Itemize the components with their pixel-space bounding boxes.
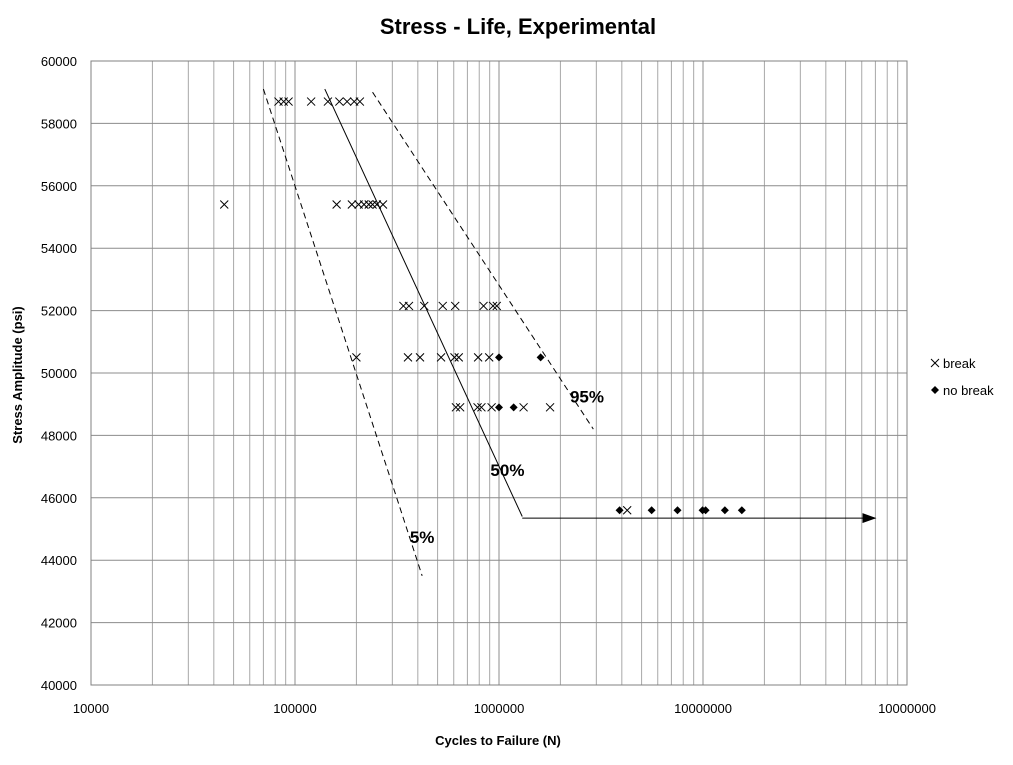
point-break-x-icon <box>352 353 361 362</box>
point-break-x-icon <box>519 402 528 412</box>
x-tick-label: 10000000 <box>878 701 936 716</box>
point-break-x-icon <box>219 200 229 209</box>
point-break-x-icon <box>488 301 498 311</box>
y-tick-label: 58000 <box>41 116 77 131</box>
point-break-x-icon <box>332 200 341 209</box>
point-break-x-icon <box>368 200 377 209</box>
point-no-break-diamond-icon <box>720 506 729 515</box>
legend-marker-x-icon <box>930 358 940 368</box>
legend-label-break: break <box>943 356 976 371</box>
point-break-x-icon <box>284 97 293 106</box>
point-break-x-icon <box>364 200 374 209</box>
legend-item-break: break <box>930 356 976 371</box>
grid-lines <box>90 60 907 686</box>
data-points <box>219 97 746 515</box>
y-tick-label: 54000 <box>41 241 77 256</box>
y-tick-label: 60000 <box>41 54 77 69</box>
point-break-x-icon <box>487 402 496 412</box>
point-break-x-icon <box>451 402 461 412</box>
point-break-x-icon <box>455 402 465 412</box>
point-break-x-icon <box>419 301 429 311</box>
x-axis-label: Cycles to Failure (N) <box>435 733 561 748</box>
point-break-x-icon <box>403 353 413 362</box>
line-5 <box>262 88 423 576</box>
point-no-break-diamond-icon <box>673 506 682 515</box>
point-break-x-icon <box>347 200 357 209</box>
point-break-x-icon <box>479 301 488 311</box>
y-axis-label: Stress Amplitude (psi) <box>10 306 25 443</box>
x-tick-label: 10000 <box>73 701 109 716</box>
point-no-break-diamond-icon <box>495 353 503 362</box>
fit-lines <box>262 88 877 576</box>
point-break-x-icon <box>372 200 382 209</box>
point-break-x-icon <box>622 505 632 515</box>
legend: break no break <box>930 356 994 398</box>
point-break-x-icon <box>335 97 344 106</box>
point-no-break-diamond-icon <box>509 403 518 412</box>
point-break-x-icon <box>342 97 352 106</box>
annotation-label: 50% <box>490 461 524 480</box>
y-tick-label: 40000 <box>41 678 77 693</box>
legend-item-no-break: no break <box>931 383 994 398</box>
point-no-break-diamond-icon <box>536 353 545 362</box>
plot-area-border <box>90 60 908 686</box>
legend-label-no-break: no break <box>943 383 994 398</box>
point-break-x-icon <box>477 402 486 412</box>
point-break-x-icon <box>545 402 555 412</box>
point-break-x-icon <box>306 97 316 106</box>
line-50 <box>324 88 523 517</box>
line-95 <box>372 91 594 430</box>
point-no-break-diamond-icon <box>495 403 503 412</box>
point-no-break-diamond-icon <box>615 506 624 515</box>
point-break-x-icon <box>438 301 448 311</box>
annotation-label: 95% <box>570 388 604 407</box>
x-tick-label: 1000000 <box>474 701 525 716</box>
tick-labels: 40000 42000 44000 46000 48000 50000 52000 54000… <box>41 54 936 716</box>
point-break-x-icon <box>355 97 365 106</box>
point-no-break-diamond-icon <box>701 506 710 515</box>
point-break-x-icon <box>378 200 388 209</box>
point-break-x-icon <box>473 353 483 362</box>
point-break-x-icon <box>404 301 414 311</box>
point-break-x-icon <box>473 402 482 412</box>
point-break-x-icon <box>454 353 464 362</box>
y-tick-label: 42000 <box>41 616 77 631</box>
point-break-x-icon <box>436 353 446 362</box>
y-tick-label: 48000 <box>41 428 77 443</box>
y-tick-label: 52000 <box>41 304 77 319</box>
point-break-x-icon <box>450 301 460 311</box>
legend-marker-diamond-icon <box>931 386 939 394</box>
point-break-x-icon <box>323 97 333 106</box>
point-break-x-icon <box>492 301 502 311</box>
chart-title: Stress - Life, Experimental <box>380 14 656 39</box>
annotation-label: 5% <box>410 528 435 547</box>
point-break-x-icon <box>450 353 459 362</box>
point-no-break-diamond-icon <box>737 506 746 515</box>
y-tick-label: 46000 <box>41 491 77 506</box>
x-tick-label: 10000000 <box>674 701 732 716</box>
point-break-x-icon <box>415 353 425 362</box>
point-break-x-icon <box>484 353 494 362</box>
x-tick-label: 100000 <box>273 701 316 716</box>
y-tick-label: 50000 <box>41 366 77 381</box>
y-tick-label: 44000 <box>41 553 77 568</box>
percentile-annotations: 95% 50% 5% <box>410 388 604 547</box>
y-tick-label: 56000 <box>41 179 77 194</box>
point-no-break-diamond-icon <box>647 506 656 515</box>
